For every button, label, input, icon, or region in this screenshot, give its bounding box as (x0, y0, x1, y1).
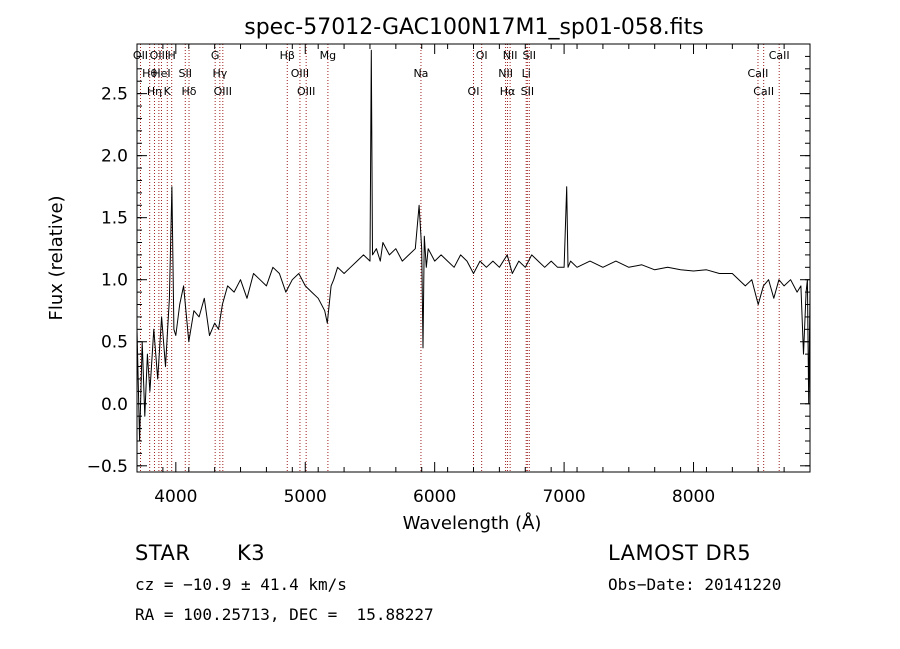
y-axis-label: Flux (relative) (46, 195, 67, 320)
line-label: Li (522, 67, 531, 80)
line-label: NII (503, 49, 518, 62)
y-tick-label: 1.5 (101, 209, 128, 229)
line-label: OI (468, 85, 480, 98)
line-label: H (168, 49, 176, 62)
y-tick-label: 0.0 (101, 395, 128, 415)
line-label: CaII (748, 67, 769, 80)
line-label: Hη (147, 85, 162, 98)
line-label: OIII (297, 85, 315, 98)
object-class: STAR (135, 541, 191, 565)
y-tick-label: 2.0 (101, 147, 128, 167)
plot-axes: 4000 5000 6000 7000 8000 −0.5 0.0 0.5 1.0 1.5 2.0 2… (87, 43, 811, 507)
x-tick-label: 4000 (154, 487, 197, 507)
y-tick-label: 1.0 (101, 271, 128, 291)
line-label: SII (521, 85, 534, 98)
line-label: OIII (214, 85, 232, 98)
y-tick-label: 0.5 (101, 333, 128, 353)
line-label: OIII (291, 67, 309, 80)
line-label: NII (498, 67, 513, 80)
line-label: SII (523, 49, 536, 62)
x-tick-label: 8000 (672, 487, 715, 507)
line-label: OIII (150, 49, 168, 62)
survey-name: LAMOST DR5 (608, 541, 752, 565)
x-axis-label: Wavelength (Å) (403, 512, 542, 534)
line-label: CaII (769, 49, 790, 62)
line-label: Na (413, 67, 428, 80)
observation-date: Obs−Date: 20141220 (608, 575, 782, 594)
x-tick-label: 5000 (284, 487, 327, 507)
y-tick-label: −0.5 (87, 457, 128, 477)
line-label: CaII (753, 85, 774, 98)
emission-line-markers (139, 44, 780, 472)
line-label: Mg (320, 49, 336, 62)
chart-title: spec-57012-GAC100N17M1_sp01-058.fits (244, 15, 704, 40)
coordinates-text: RA = 100.25713, DEC = 15.88227 (135, 605, 434, 624)
object-subclass: K3 (237, 541, 266, 565)
x-tick-label: 7000 (542, 487, 585, 507)
emission-line-labels: OIIHθHηOIIIHeIKHSIIHδGHγOIIIHβOIIIOIIIMg… (133, 49, 790, 98)
line-label: HeI (152, 67, 170, 80)
line-label: OII (133, 49, 148, 62)
line-label: SII (179, 67, 192, 80)
line-label: Hα (500, 85, 516, 98)
line-label: K (164, 85, 172, 98)
line-label: OI (476, 49, 488, 62)
line-label: Hβ (280, 49, 295, 62)
redshift-text: cz = −10.9 ± 41.4 km/s (135, 575, 347, 594)
spectrum-series (136, 49, 811, 442)
line-label: Hδ (182, 85, 197, 98)
line-label: G (211, 49, 220, 62)
line-label: Hθ (142, 67, 157, 80)
line-label: Hγ (212, 67, 227, 80)
x-tick-label: 6000 (413, 487, 456, 507)
y-tick-label: 2.5 (101, 85, 128, 105)
spectrum-line (136, 49, 811, 442)
